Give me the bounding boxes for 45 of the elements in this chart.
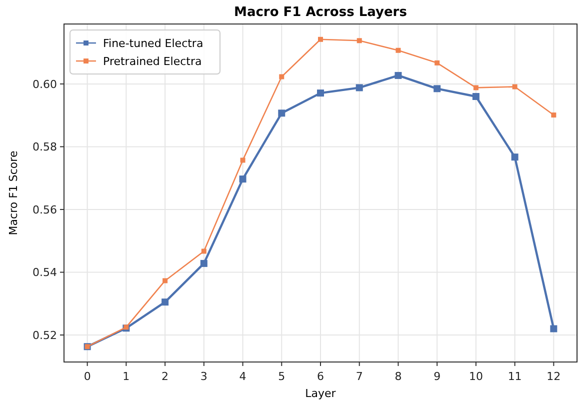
legend-label: Fine-tuned Electra xyxy=(103,37,204,50)
point xyxy=(239,176,246,183)
x-tick-label: 4 xyxy=(239,370,246,383)
point xyxy=(434,85,441,92)
point xyxy=(201,248,206,254)
x-tick-label: 12 xyxy=(546,370,561,383)
point xyxy=(162,278,168,284)
point xyxy=(396,48,401,53)
point xyxy=(279,74,284,80)
x-tick-label: 1 xyxy=(122,370,130,383)
x-tick-label: 9 xyxy=(434,370,441,383)
point xyxy=(551,112,556,118)
y-tick-label: 0.58 xyxy=(32,140,57,154)
x-tick-label: 6 xyxy=(317,370,324,383)
point xyxy=(356,84,363,92)
point xyxy=(317,90,324,97)
point xyxy=(472,92,480,100)
chart-title: Macro F1 Across Layers xyxy=(234,5,408,20)
legend-label: Pretrained Electra xyxy=(103,55,202,68)
x-tick-label: 2 xyxy=(162,370,169,383)
point xyxy=(356,38,362,44)
x-tick-label: 8 xyxy=(394,370,402,383)
point xyxy=(434,60,440,66)
y-tick-label: 0.52 xyxy=(32,329,57,342)
y-tick-label: 0.60 xyxy=(32,78,57,91)
point xyxy=(511,154,518,161)
y-tick-label: 0.54 xyxy=(32,266,57,280)
x-tick-label: 10 xyxy=(468,370,483,383)
y-tick-label: 0.56 xyxy=(32,203,57,216)
point xyxy=(240,158,246,163)
x-tick-label: 3 xyxy=(200,370,208,383)
point xyxy=(550,325,558,332)
x-tick-label: 11 xyxy=(508,370,522,383)
point xyxy=(473,85,478,90)
x-tick-label: 7 xyxy=(356,370,363,383)
point xyxy=(318,36,323,42)
x-tick-label: 0 xyxy=(84,370,91,383)
point xyxy=(278,110,286,117)
x-tick-label: 5 xyxy=(278,370,286,383)
point xyxy=(200,260,208,267)
point xyxy=(394,72,402,79)
x-axis-title: Layer xyxy=(305,387,336,400)
point xyxy=(162,298,169,306)
y-axis-title: Macro F1 Score xyxy=(7,150,20,236)
point xyxy=(512,84,518,90)
